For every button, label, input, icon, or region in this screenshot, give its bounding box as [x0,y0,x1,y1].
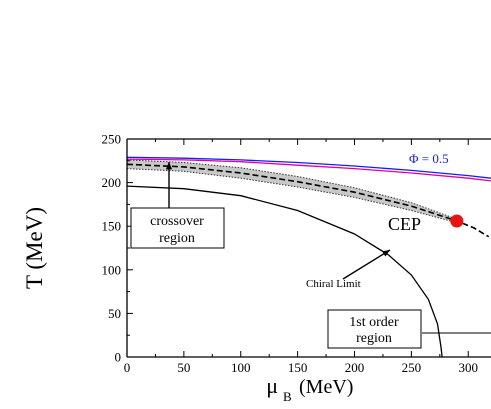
y-tick-label: 0 [115,350,122,365]
x-tick-label: 100 [231,360,251,375]
crossover-label-line1: crossover [150,214,204,229]
plot-area [127,156,491,357]
x-axis-label-unit: (MeV) [299,376,353,398]
crossover-band-upper-edge [127,159,458,220]
series-line-chiral-limit [127,185,443,357]
chiral-limit-arrow-head [382,250,390,257]
y-axis-label: T (MeV) [22,207,47,289]
x-axis-label: μ B (MeV) [266,373,353,404]
first-order-box [327,309,422,349]
y-tick-label: 50 [108,306,121,321]
y-tick-label: 100 [102,262,122,277]
chiral-limit-arrow-shaft [342,249,391,280]
series-line-phi-magenta [127,158,491,182]
axes: 0 50 100 150 200 250 300 0 50 100 150 200 250 [102,132,491,375]
x-tick-label: 300 [459,360,479,375]
crossover-box [130,207,225,249]
cep-label: CEP [388,214,421,234]
x-tick-label: 200 [345,360,365,375]
phi-label: Φ = 0.5 [409,151,449,166]
cep-point [450,214,464,228]
crossover-arrow-head [165,162,173,170]
x-tick-label: 50 [177,360,190,375]
x-axis-label-symbol: μ [266,373,278,398]
crossover-label-line2: region [159,231,195,246]
series-line-phi-blue [127,156,491,179]
y-tick-label: 150 [102,219,122,234]
y-tick-label: 200 [102,175,122,190]
crossover-band [127,159,457,223]
chiral-limit-label: Chiral Limit [306,278,361,290]
x-tick-label: 250 [402,360,422,375]
first-order-label-line2: region [356,331,392,346]
x-tick-label: 0 [124,360,131,375]
y-tick-label: 250 [102,132,122,147]
x-axis-label-subscript: B [283,389,292,404]
crossover-band-lower-edge [127,168,458,224]
first-order-label-line1: 1st order [349,315,399,330]
x-tick-label: 150 [288,360,308,375]
series-line-crossover-center [127,163,490,238]
